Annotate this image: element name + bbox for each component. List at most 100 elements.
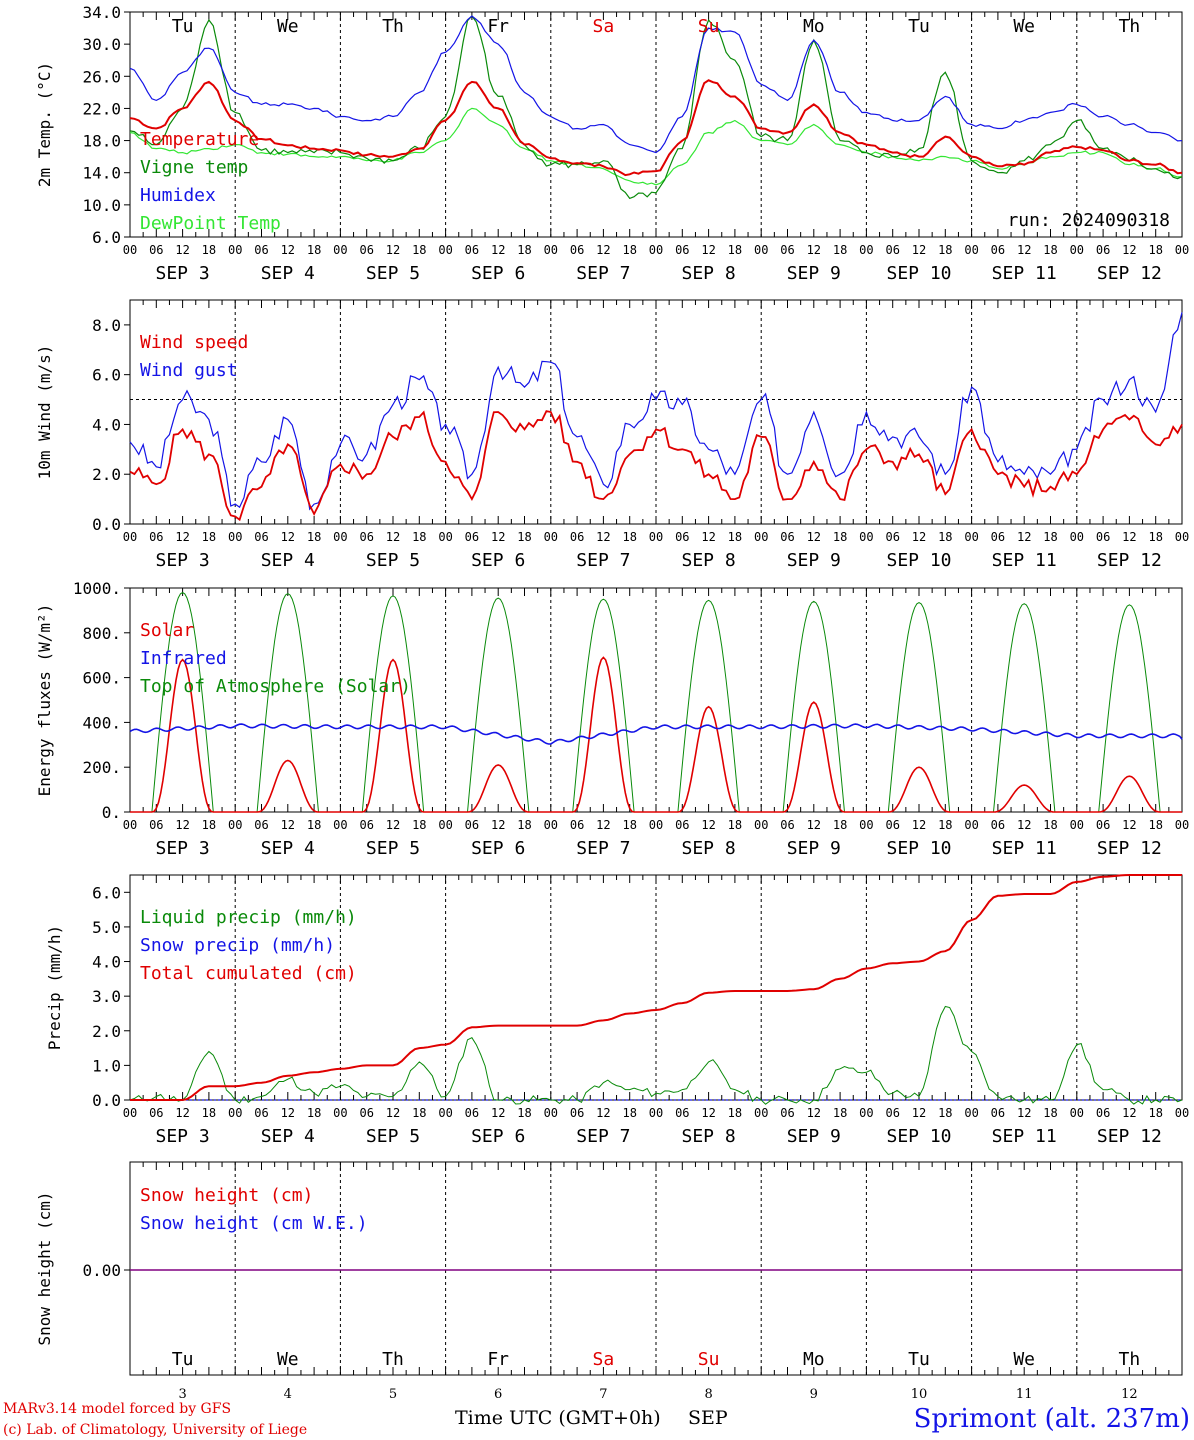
series-line-liquid-precip [129, 1005, 1183, 1105]
day-number-label: 7 [599, 1387, 607, 1402]
hour-tick-label: 12 [596, 530, 610, 544]
hour-tick-label: 00 [649, 818, 663, 832]
date-label: SEP 5 [366, 550, 420, 571]
series-line-vigne-temp [129, 15, 1183, 200]
y-tick-label: 800. [82, 624, 121, 643]
series-line-dewpoint-temp [129, 107, 1183, 186]
hour-tick-label: 00 [859, 530, 873, 544]
hour-tick-label: 18 [833, 1106, 847, 1120]
hour-tick-label: 12 [281, 818, 295, 832]
date-label: SEP 5 [366, 1126, 420, 1147]
legend-entry: Solar [140, 620, 194, 641]
hour-tick-label: 12 [701, 1106, 715, 1120]
hour-tick-label: 12 [701, 243, 715, 257]
hour-tick-label: 00 [1070, 530, 1084, 544]
hour-tick-label: 18 [1043, 243, 1057, 257]
hour-tick-label: 12 [912, 530, 926, 544]
hour-tick-label: 12 [807, 530, 821, 544]
hour-tick-label: 06 [149, 530, 163, 544]
hour-tick-label: 00 [123, 1106, 137, 1120]
date-label: SEP 9 [787, 263, 841, 284]
series-line-solar [130, 656, 1182, 813]
hour-tick-label: 12 [912, 818, 926, 832]
hour-tick-label: 06 [991, 530, 1005, 544]
hour-tick-label: 18 [1043, 818, 1057, 832]
hour-tick-label: 06 [254, 1106, 268, 1120]
hour-tick-label: 00 [1175, 1106, 1189, 1120]
hour-tick-label: 00 [649, 243, 663, 257]
hour-tick-label: 18 [307, 530, 321, 544]
hour-tick-label: 12 [491, 243, 505, 257]
hour-tick-label: 00 [754, 530, 768, 544]
hour-tick-label: 18 [622, 243, 636, 257]
hour-tick-label: 00 [964, 243, 978, 257]
y-tick-label: 200. [82, 758, 121, 777]
hour-tick-label: 12 [1122, 243, 1136, 257]
hour-tick-label: 18 [1148, 530, 1162, 544]
hour-tick-label: 06 [885, 530, 899, 544]
day-number-label: 9 [810, 1387, 818, 1402]
y-tick-label: 10.0 [82, 196, 121, 215]
hour-tick-label: 12 [807, 1106, 821, 1120]
hour-tick-label: 06 [149, 1106, 163, 1120]
series-line-wind-speed [129, 410, 1183, 522]
hour-tick-label: 12 [175, 243, 189, 257]
hour-tick-label: 00 [859, 1106, 873, 1120]
weekday-label: Th [382, 16, 404, 37]
legend-entry: Temperature [140, 129, 259, 150]
date-label: SEP 3 [156, 263, 210, 284]
hour-tick-label: 12 [386, 530, 400, 544]
hour-tick-label: 06 [780, 530, 794, 544]
day-number-label: 11 [1016, 1387, 1033, 1402]
date-label: SEP 10 [886, 550, 951, 571]
hour-tick-label: 06 [465, 530, 479, 544]
hour-tick-label: 06 [254, 243, 268, 257]
legend-entry: Total cumulated (cm) [140, 963, 357, 984]
y-tick-label: 3.0 [92, 987, 121, 1006]
day-number-label: 10 [911, 1387, 928, 1402]
hour-tick-label: 18 [202, 530, 216, 544]
hour-tick-label: 06 [359, 1106, 373, 1120]
weekday-label: Mo [803, 1349, 825, 1370]
hour-tick-label: 12 [281, 1106, 295, 1120]
hour-tick-label: 06 [570, 530, 584, 544]
hour-tick-label: 12 [491, 818, 505, 832]
y-tick-label: 30.0 [82, 35, 121, 54]
day-number-label: 4 [284, 1387, 292, 1402]
hour-tick-label: 18 [412, 1106, 426, 1120]
hour-tick-label: 18 [833, 243, 847, 257]
hour-tick-label: 18 [622, 818, 636, 832]
date-label: SEP 4 [261, 1126, 315, 1147]
hour-tick-label: 00 [649, 530, 663, 544]
hour-tick-label: 12 [281, 530, 295, 544]
hour-tick-label: 18 [938, 243, 952, 257]
hour-tick-label: 00 [123, 818, 137, 832]
y-tick-label: 600. [82, 669, 121, 688]
y-tick-label: 400. [82, 713, 121, 732]
hour-tick-label: 00 [649, 1106, 663, 1120]
hour-tick-label: 00 [859, 818, 873, 832]
hour-tick-label: 06 [359, 243, 373, 257]
hour-tick-label: 12 [175, 530, 189, 544]
hour-tick-label: 06 [570, 1106, 584, 1120]
date-label: SEP 7 [576, 1126, 630, 1147]
weekday-label: We [277, 1349, 299, 1370]
panel-1: 00 06 12 18 00 06 12 18 00 06 12 18 00 06 12 18 00 06 12 18… [35, 3, 1189, 284]
hour-tick-label: 18 [202, 243, 216, 257]
hour-tick-label: 00 [1175, 818, 1189, 832]
hour-tick-label: 18 [622, 1106, 636, 1120]
weekday-label: Sa [593, 1349, 615, 1370]
date-label: SEP 8 [682, 550, 736, 571]
panel-4: 00 06 12 18 00 06 12 18 00 06 12 18 00 06 12 18 00 06 12 18… [45, 874, 1189, 1147]
hour-tick-label: 00 [333, 818, 347, 832]
hour-tick-label: 00 [544, 243, 558, 257]
hour-tick-label: 06 [465, 818, 479, 832]
hour-tick-label: 00 [123, 530, 137, 544]
weekday-label: We [1013, 1349, 1035, 1370]
hour-tick-label: 12 [596, 818, 610, 832]
hour-tick-label: 18 [517, 243, 531, 257]
hour-tick-label: 06 [780, 243, 794, 257]
legend-entry: Humidex [140, 185, 216, 206]
station-name: Sprimont (alt. 237m) [914, 1404, 1190, 1434]
hour-tick-label: 12 [1017, 243, 1031, 257]
